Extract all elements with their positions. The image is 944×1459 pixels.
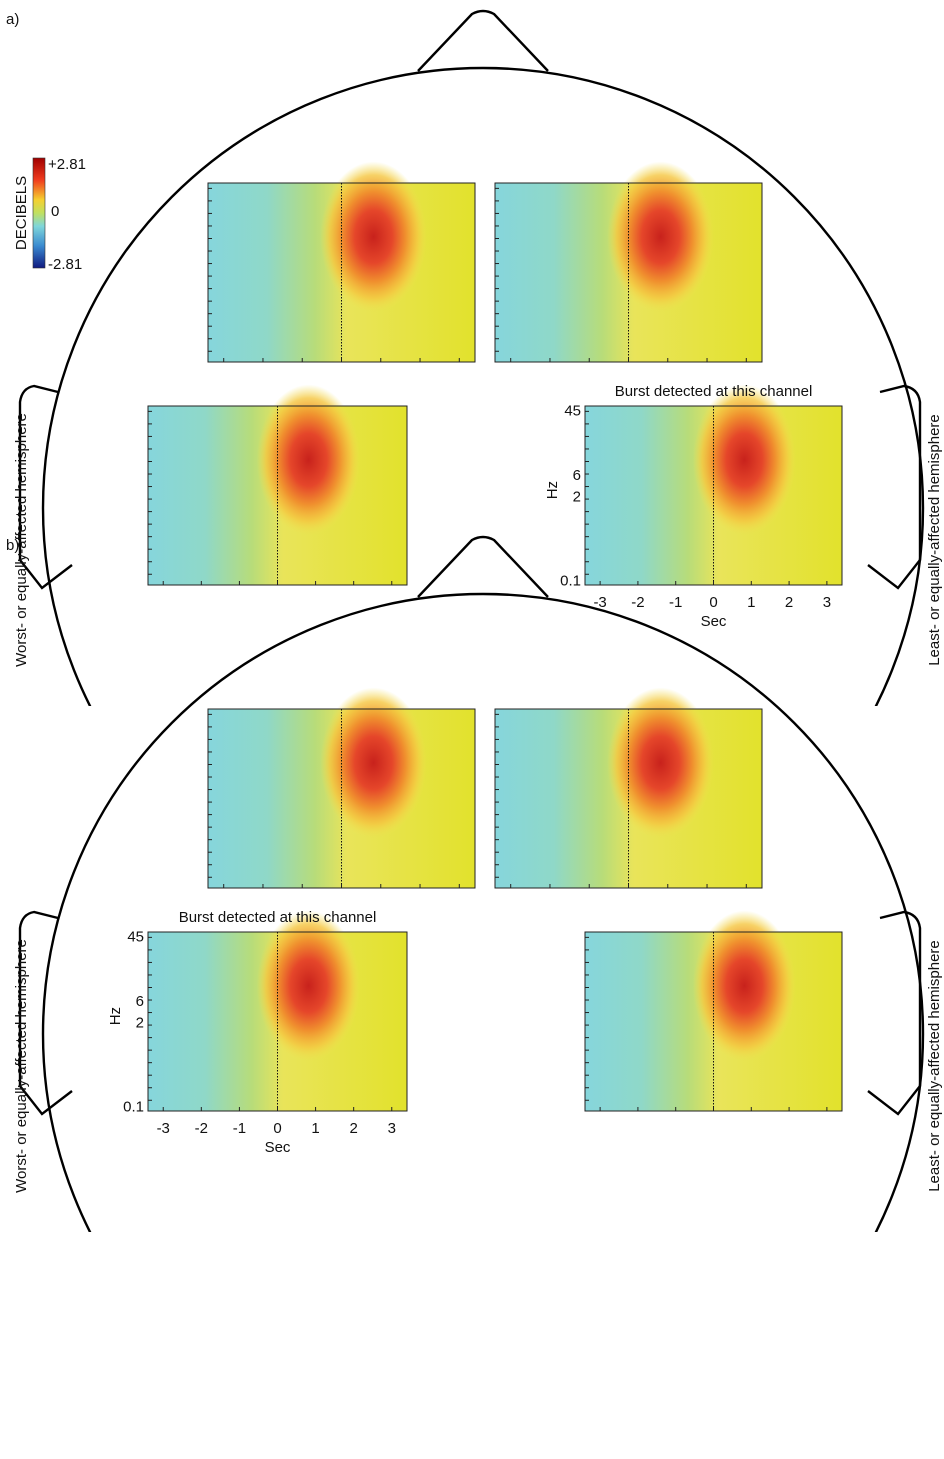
y-axis-label: Hz: [107, 1007, 124, 1025]
burst-title: Burst detected at this channel: [179, 909, 377, 926]
x-axis-label: Sec: [701, 613, 727, 630]
x-tick-label: 2: [350, 1120, 358, 1137]
x-tick-label: -2: [631, 594, 644, 611]
spectrogram: [495, 688, 762, 888]
y-tick-label: 6: [573, 467, 581, 484]
x-tick-label: 3: [388, 1120, 396, 1137]
x-tick-label: 3: [823, 594, 831, 611]
y-tick-label: 2: [573, 488, 581, 505]
colorbar: [33, 158, 45, 268]
spectrogram: Burst detected at this channel 45 6 2 0.1 Hz -…: [107, 909, 407, 1156]
y-tick-label: 45: [564, 402, 581, 419]
right-side-label: Least- or equally-affected hemisphere: [926, 414, 943, 666]
spectrogram: [208, 162, 475, 362]
panel-label: b): [6, 537, 19, 554]
y-tick-label: 45: [127, 928, 144, 945]
x-tick-label: 2: [785, 594, 793, 611]
figure: a) Worst- or equally-affected hemisphere L…: [0, 0, 944, 1459]
x-tick-label: -3: [157, 1120, 170, 1137]
power-blob: [320, 162, 427, 312]
x-tick-label: -2: [195, 1120, 208, 1137]
y-tick-label: 0.1: [123, 1098, 144, 1115]
power-blob: [607, 162, 714, 312]
power-blob: [257, 911, 361, 1061]
spectrogram: Burst detected at this channel 45 6 2 0.1 Hz -…: [544, 383, 842, 630]
x-tick-label: 0: [709, 594, 717, 611]
power-blob: [320, 688, 427, 838]
power-blob: [607, 688, 714, 838]
spectrogram: [208, 688, 475, 888]
nose: [418, 537, 548, 597]
y-tick-label: 6: [136, 993, 144, 1010]
power-blob: [693, 385, 796, 535]
panel: b) Worst- or equally-affected hemisphere L…: [6, 537, 943, 1459]
y-tick-label: 0.1: [560, 572, 581, 589]
spectrogram: [495, 162, 762, 362]
power-blob: [257, 385, 361, 535]
x-tick-label: 0: [273, 1120, 281, 1137]
power-blob: [693, 911, 796, 1061]
spectrogram: [148, 385, 407, 585]
left-side-label: Worst- or equally-affected hemisphere: [13, 939, 30, 1193]
x-tick-label: 1: [311, 1120, 319, 1137]
x-tick-label: -1: [233, 1120, 246, 1137]
burst-title: Burst detected at this channel: [615, 383, 813, 400]
colorbar-mid: 0: [51, 203, 59, 220]
nose: [418, 11, 548, 71]
colorbar-min: -2.81: [48, 256, 82, 273]
colorbar-max: +2.81: [48, 156, 86, 173]
x-axis-label: Sec: [265, 1139, 291, 1156]
colorbar-title: DECIBELS: [13, 176, 30, 250]
right-side-label: Least- or equally-affected hemisphere: [926, 940, 943, 1192]
panel-label: a): [6, 11, 19, 28]
y-tick-label: 2: [136, 1014, 144, 1031]
y-axis-label: Hz: [544, 481, 561, 499]
spectrogram: [585, 911, 842, 1111]
x-tick-label: -1: [669, 594, 682, 611]
x-tick-label: 1: [747, 594, 755, 611]
